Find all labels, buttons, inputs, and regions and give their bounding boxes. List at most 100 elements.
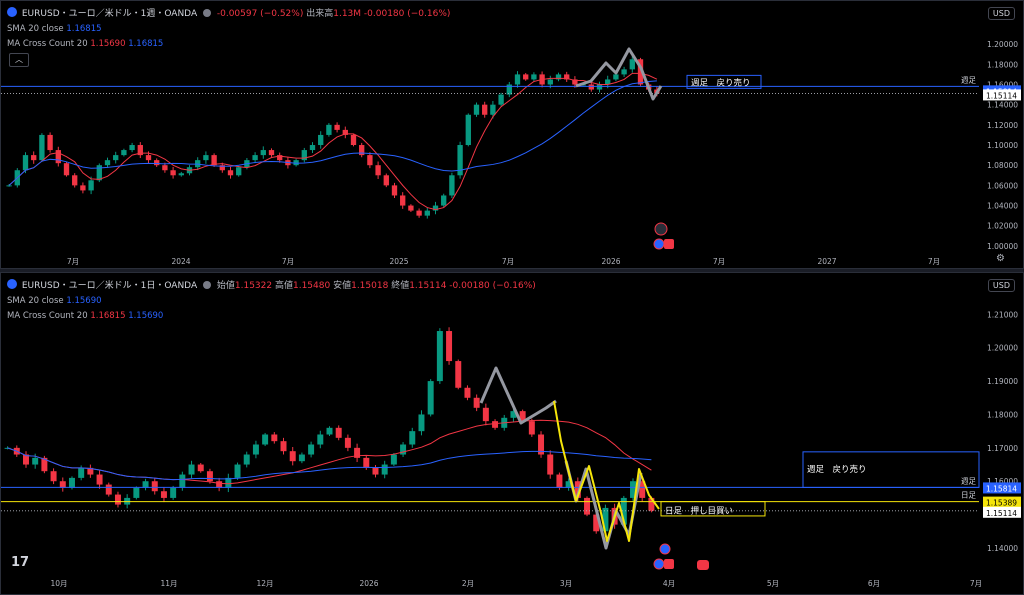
candle-body: [334, 124, 340, 130]
news-flag-icon: [659, 543, 671, 555]
sma-label: SMA 20 close: [7, 24, 64, 34]
daily-currency-button[interactable]: USD: [987, 279, 1015, 292]
symbol-logo-icon: [7, 7, 17, 17]
candle-body: [648, 497, 655, 511]
weekly-chart-canvas[interactable]: 1.20000 1.18000 1.16000 1.14000 1.12000 1.100…: [1, 1, 1023, 268]
candle-body: [129, 145, 135, 151]
candle-body: [584, 497, 591, 515]
weekly-header: EURUSD・ユーロ／米ドル・1週・OANDA -0.00597 (−0.52%…: [7, 6, 450, 19]
candle-body: [206, 471, 213, 482]
candle-body: [564, 74, 570, 80]
daily-change: -0.00180 (−0.16%): [449, 281, 536, 291]
close-value: 1.15114: [409, 281, 447, 291]
candle-body: [68, 477, 75, 488]
candle-body: [372, 467, 379, 475]
weekly-sma-indicator[interactable]: SMA 20 close 1.16815: [7, 24, 102, 34]
y-tick-label: 1.17000: [987, 444, 1018, 453]
candle-body: [87, 467, 94, 475]
candle-body: [408, 205, 414, 211]
candle-body: [114, 494, 121, 505]
y-tick-label: 1.02000: [987, 222, 1018, 231]
candle-body: [409, 431, 416, 445]
candle-body: [211, 155, 217, 166]
low-value: 1.15018: [351, 281, 389, 291]
candle-body: [277, 155, 283, 161]
candle-body: [490, 104, 496, 115]
candle-body: [179, 474, 186, 488]
candle-body: [236, 167, 242, 176]
candle-body: [280, 441, 287, 452]
collapse-indicators-button[interactable]: ︿: [9, 53, 29, 67]
candle-body: [271, 434, 278, 442]
candle-body: [344, 437, 351, 448]
y-tick-label: 1.04000: [987, 202, 1018, 211]
candle-body: [427, 381, 434, 415]
candle-body: [630, 481, 636, 498]
x-tick-label: 7月: [282, 257, 294, 266]
sma-value: 1.16815: [66, 24, 102, 34]
weekly-currency-button[interactable]: USD: [987, 7, 1015, 20]
candle-body: [72, 175, 78, 186]
x-tick-label: 2月: [462, 579, 474, 588]
price-tag-bg: [983, 89, 1021, 101]
candle-body: [23, 454, 29, 465]
daily-sma-indicator[interactable]: SMA 20 close 1.15690: [7, 296, 102, 306]
candle-body: [605, 79, 611, 85]
candle-body: [359, 145, 365, 156]
daily-chart-pane[interactable]: EURUSD・ユーロ／米ドル・1日・OANDA 始値1.15322 高値1.15…: [0, 272, 1024, 595]
candle-body: [326, 124, 332, 135]
candle-body: [113, 155, 119, 161]
y-tick-label: 1.16000: [987, 80, 1018, 89]
y-tick-label: 1.19000: [987, 377, 1018, 386]
candle-body: [492, 421, 499, 428]
candle-body: [59, 481, 66, 488]
candle-body: [308, 444, 315, 455]
x-tick-label: 5月: [767, 579, 779, 588]
weekly-mac-indicator[interactable]: MA Cross Count 20 1.15690 1.16815: [7, 39, 163, 49]
candle-body: [473, 397, 480, 408]
daily-chart-canvas[interactable]: 1.21000 1.20000 1.19000 1.18000 1.17000 1.160…: [1, 273, 1023, 594]
candle-body: [252, 155, 258, 161]
candle-body: [32, 457, 39, 465]
candle-body: [188, 464, 195, 475]
candle-body: [121, 150, 127, 156]
weekly-annotation-box: [802, 451, 980, 488]
daily-symbol-title[interactable]: EURUSD・ユーロ／米ドル・1日・OANDA: [21, 281, 198, 291]
candle-body: [367, 155, 373, 166]
mac-label: MA Cross Count 20: [7, 311, 88, 321]
daily-annotation-text: 日足 押し目買い: [665, 506, 733, 517]
weekly-chart-pane[interactable]: EURUSD・ユーロ／米ドル・1週・OANDA -0.00597 (−0.52%…: [0, 0, 1024, 269]
y-tick-label: 1.20000: [987, 40, 1018, 49]
x-tick-label: 10月: [50, 579, 67, 588]
volume-label: 出来高: [306, 9, 334, 19]
candle-body: [88, 180, 94, 191]
candle-body: [260, 150, 266, 156]
candle-body: [400, 195, 406, 206]
daily-yellow-zigzag: [553, 400, 660, 542]
candle-body: [547, 454, 554, 475]
candle-body: [473, 104, 480, 115]
price-tag-text: 1.15389: [986, 499, 1017, 508]
settings-gear-icon[interactable]: ⚙: [996, 253, 1005, 264]
candle-body: [400, 444, 407, 455]
sma-line: [8, 80, 657, 186]
daily-gray-zigzag: [479, 366, 557, 425]
earnings-icon: [664, 239, 674, 249]
candle-body: [22, 155, 29, 171]
daily-mac-indicator[interactable]: MA Cross Count 20 1.16815 1.15690: [7, 311, 163, 321]
y-tick-label: 1.21000: [987, 310, 1018, 319]
candle-body: [637, 59, 644, 85]
pane-separator[interactable]: [0, 269, 1024, 272]
candle-body: [455, 361, 462, 388]
candle-body: [133, 487, 140, 498]
y-tick-label: 1.16000: [987, 477, 1018, 486]
weekly-symbol-title[interactable]: EURUSD・ユーロ／米ドル・1週・OANDA: [21, 9, 198, 19]
candle-body: [441, 195, 447, 206]
candle-body: [145, 155, 152, 161]
candle-body: [449, 175, 455, 196]
candle-body: [390, 454, 397, 465]
candle-body: [80, 185, 86, 191]
candle-body: [309, 145, 316, 151]
high-label: 高値: [274, 281, 293, 291]
candle-body: [498, 94, 504, 105]
